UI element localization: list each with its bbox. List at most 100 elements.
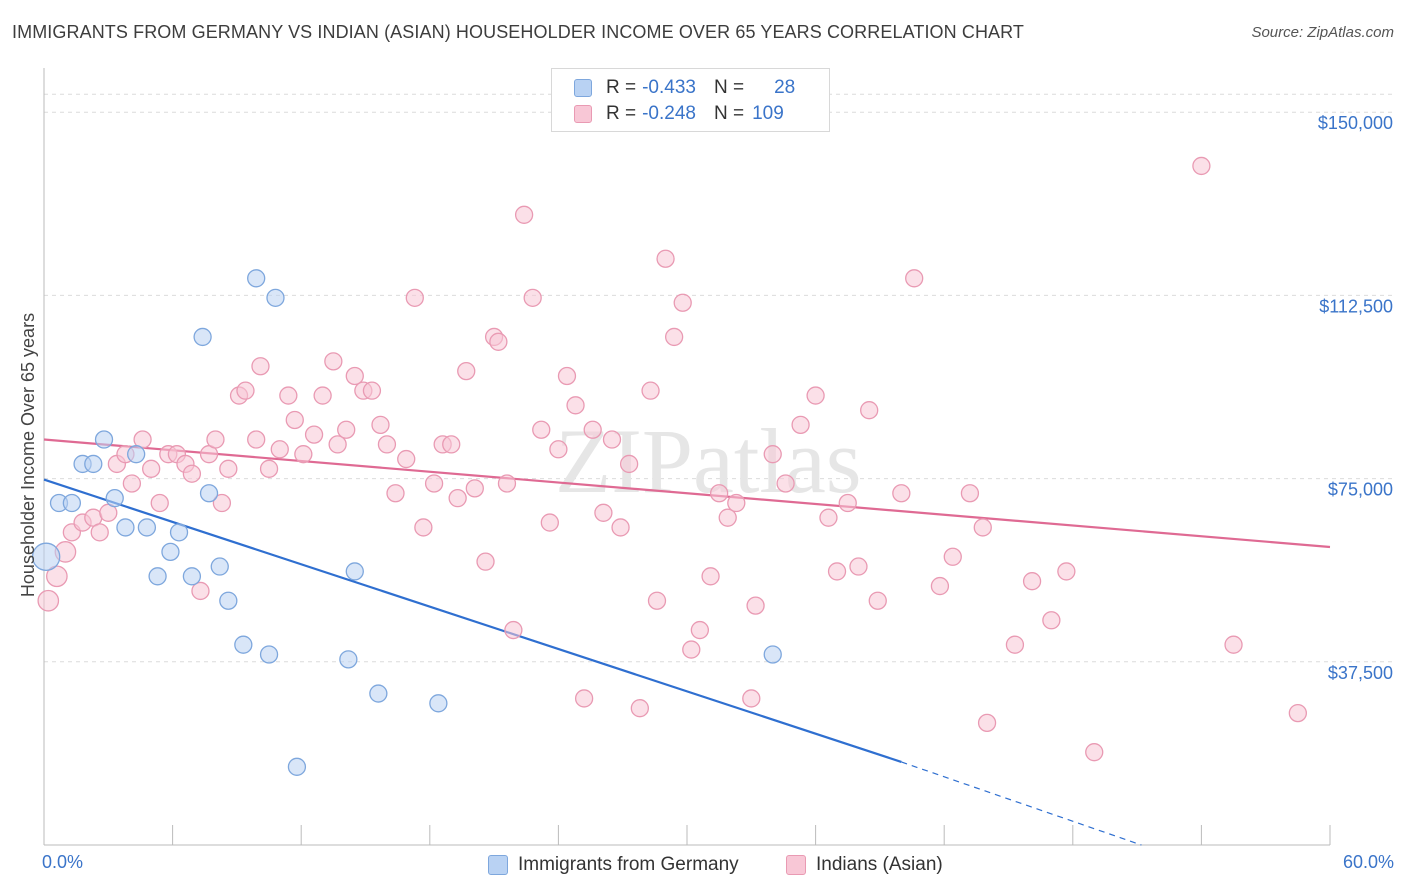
- data-point-germany: [31, 542, 61, 572]
- y-tick-labels: $37,500 $75,000 $112,500 $150,000: [1318, 113, 1393, 683]
- data-point-indian: [549, 440, 568, 459]
- bottom-legend-indian: Indians (Asian): [786, 852, 943, 878]
- data-point-indian: [386, 484, 405, 503]
- correlation-legend: R = -0.433 N = 28 R = -0.248 N = 109: [551, 68, 830, 132]
- data-point-indian: [594, 503, 613, 522]
- data-point-indian: [718, 508, 737, 527]
- trend-line-germany-extension: [901, 761, 1142, 846]
- data-point-indian: [746, 596, 765, 615]
- data-point-indian: [973, 518, 992, 537]
- data-point-indian: [90, 523, 109, 542]
- data-point-germany: [210, 557, 229, 576]
- legend-n-value: 109: [752, 103, 784, 124]
- data-point-indian: [656, 249, 675, 268]
- data-point-indian: [150, 493, 169, 513]
- legend-r-value: -0.433: [642, 77, 696, 98]
- data-point-indian: [236, 381, 255, 400]
- data-point-indian: [251, 357, 270, 376]
- data-point-germany: [148, 567, 167, 586]
- data-point-indian: [619, 454, 639, 474]
- data-point-germany: [193, 327, 212, 347]
- data-point-indian: [930, 576, 950, 596]
- data-point-indian: [324, 352, 343, 371]
- data-point-indian: [557, 366, 577, 386]
- data-point-indian: [1224, 635, 1243, 654]
- legend-n-label: N =: [713, 77, 745, 98]
- data-point-indian: [122, 474, 142, 493]
- data-point-indian: [191, 581, 210, 601]
- data-point-indian: [710, 484, 729, 503]
- data-point-indian: [1005, 635, 1025, 654]
- data-point-indian: [690, 620, 710, 640]
- legend-row-germany: R = -0.433 N = 28: [574, 76, 795, 100]
- legend-swatch-germany: [574, 79, 592, 97]
- data-point-indian: [673, 293, 692, 312]
- data-point-indian: [442, 435, 461, 454]
- data-point-indian: [397, 449, 416, 469]
- data-point-germany: [94, 430, 114, 449]
- bottom-legend-germany: Immigrants from Germany: [488, 852, 739, 878]
- source-label: Source: ZipAtlas.com: [1251, 24, 1394, 41]
- data-point-germany: [345, 562, 364, 581]
- data-point-indian: [465, 479, 484, 498]
- data-point-indian: [259, 459, 279, 478]
- data-point-germany: [182, 567, 202, 586]
- data-point-indian: [1022, 572, 1042, 591]
- data-points: [31, 156, 1307, 776]
- bottom-legend-label-germany: Immigrants from Germany: [518, 854, 739, 875]
- data-point-indian: [776, 474, 795, 493]
- data-point-indian: [566, 396, 585, 415]
- data-point-indian: [611, 518, 630, 537]
- data-point-indian: [630, 699, 649, 718]
- data-point-indian: [860, 401, 879, 420]
- data-point-indian: [1042, 611, 1061, 630]
- data-point-indian: [1057, 562, 1076, 581]
- data-point-indian: [806, 386, 825, 405]
- data-point-indian: [448, 488, 467, 508]
- data-point-indian: [457, 361, 476, 381]
- data-point-germany: [234, 635, 253, 654]
- data-point-indian: [742, 689, 761, 708]
- data-point-indian: [313, 386, 332, 405]
- data-point-indian: [514, 205, 534, 224]
- data-point-indian: [424, 474, 444, 493]
- data-point-indian: [377, 435, 397, 454]
- data-point-indian: [1288, 703, 1307, 723]
- legend-r-value: -0.248: [642, 103, 696, 124]
- data-point-indian: [270, 440, 289, 459]
- data-point-indian: [504, 620, 523, 640]
- watermark: ZIPatlas: [555, 410, 862, 512]
- data-point-indian: [337, 420, 356, 439]
- bottom-legend-swatch-germany: [488, 855, 508, 875]
- data-point-germany: [339, 650, 358, 669]
- data-point-germany: [84, 454, 103, 474]
- data-point-indian: [763, 445, 782, 464]
- trend-lines: [43, 438, 1331, 846]
- y-tick-label: $112,500: [1319, 296, 1393, 316]
- data-point-indian: [892, 484, 911, 503]
- data-point-indian: [977, 713, 997, 733]
- data-point-germany: [763, 645, 782, 664]
- data-point-indian: [602, 430, 622, 449]
- data-point-indian: [219, 459, 238, 478]
- data-point-indian: [664, 327, 684, 347]
- data-point-indian: [574, 689, 594, 708]
- legend-swatch-indian: [574, 105, 592, 123]
- data-point-indian: [532, 420, 551, 439]
- legend-r-label: R =: [606, 103, 637, 124]
- legend-n-value: 28: [774, 77, 796, 98]
- x-tick-label-min: 0.0%: [42, 852, 84, 872]
- bottom-legend-label-indian: Indians (Asian): [816, 854, 943, 875]
- data-point-indian: [345, 366, 364, 386]
- legend-r-label: R =: [606, 77, 637, 98]
- data-point-indian: [279, 386, 298, 405]
- data-point-germany: [169, 523, 189, 542]
- data-point-indian: [285, 410, 304, 430]
- data-point-germany: [247, 269, 266, 288]
- legend-row-indian: R = -0.248 N = 109: [574, 102, 784, 126]
- axes: [43, 68, 1331, 846]
- data-point-germany: [266, 288, 285, 307]
- data-point-indian: [838, 493, 857, 513]
- data-point-indian: [182, 464, 202, 483]
- data-point-indian: [1192, 156, 1211, 176]
